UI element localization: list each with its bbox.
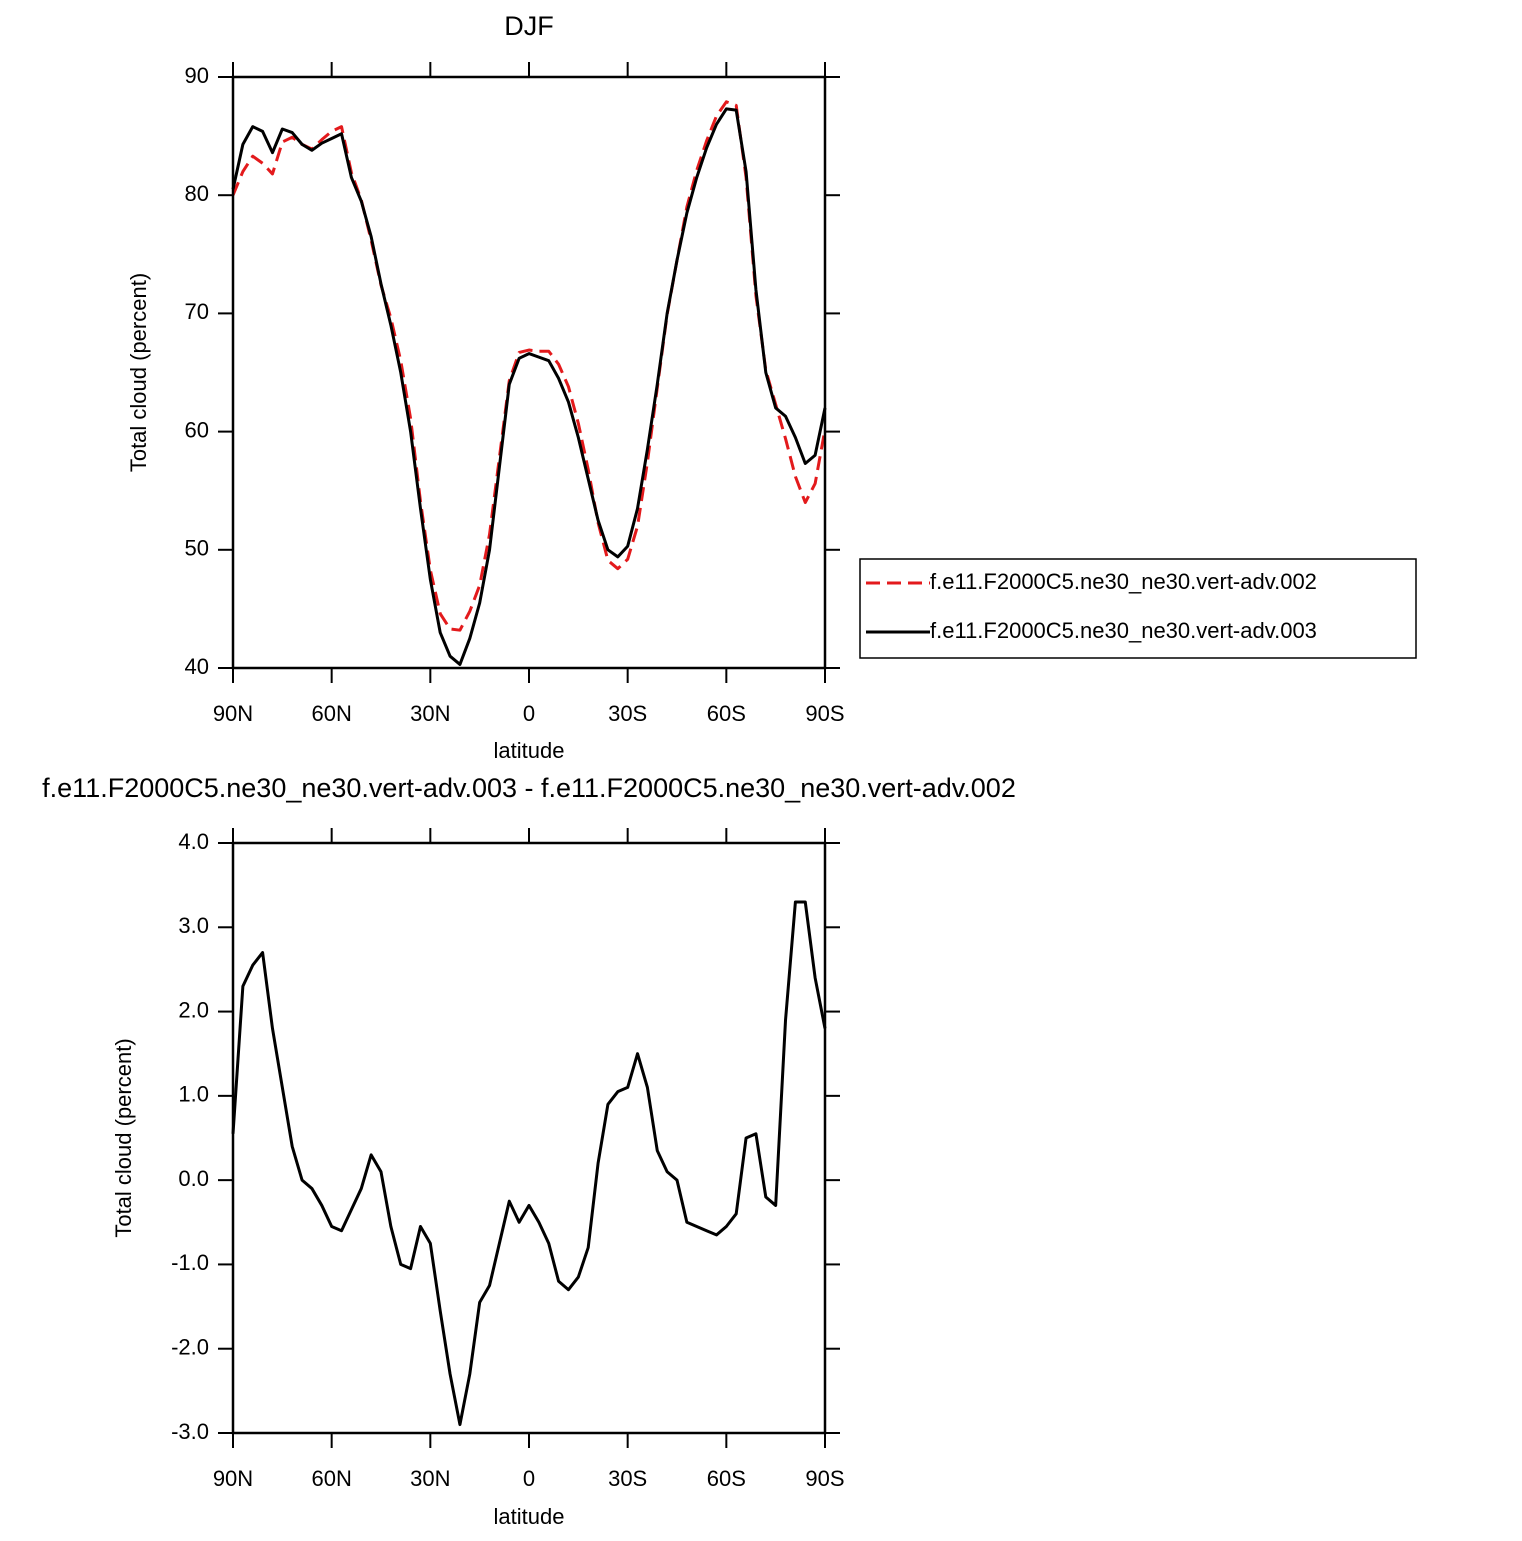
chart-title: DJF [504, 11, 554, 41]
x-tick-label: 0 [523, 1466, 535, 1491]
y-tick-label: 0.0 [178, 1166, 209, 1191]
data-line [231, 107, 827, 666]
y-tick-label: 60 [185, 417, 209, 442]
x-tick-label: 30S [608, 1466, 647, 1491]
y-tick-label: -2.0 [171, 1335, 209, 1360]
y-axis-label: Total cloud (percent) [111, 1038, 136, 1237]
x-tick-label: 60S [707, 701, 746, 726]
y-tick-label: 40 [185, 654, 209, 679]
plot-frame [231, 75, 827, 670]
x-tick-label: 90S [805, 701, 844, 726]
x-tick-label: 30S [608, 701, 647, 726]
y-tick-label: 90 [185, 63, 209, 88]
y-tick-label: -3.0 [171, 1419, 209, 1444]
x-tick-label: 0 [523, 701, 535, 726]
legend-label: f.e11.F2000C5.ne30_ne30.vert-adv.003 [930, 618, 1317, 643]
x-tick-label: 60N [311, 701, 351, 726]
x-tick-label: 90N [213, 701, 253, 726]
x-tick-label: 90N [213, 1466, 253, 1491]
plot-frame [231, 841, 827, 1435]
legend-box [859, 558, 1417, 659]
x-tick-label: 30N [410, 1466, 450, 1491]
y-tick-label: 2.0 [178, 997, 209, 1022]
y-tick-label: -1.0 [171, 1250, 209, 1275]
data-line [231, 100, 827, 632]
y-axis-label: Total cloud (percent) [126, 273, 151, 472]
x-tick-label: 90S [805, 1466, 844, 1491]
x-tick-label: 60N [311, 1466, 351, 1491]
x-tick-label: 60S [707, 1466, 746, 1491]
y-tick-label: 4.0 [178, 829, 209, 854]
data-line [231, 900, 827, 1427]
x-axis-label: latitude [494, 1504, 565, 1529]
y-tick-label: 70 [185, 299, 209, 324]
legend-label: f.e11.F2000C5.ne30_ne30.vert-adv.002 [930, 569, 1317, 594]
x-axis-label: latitude [494, 738, 565, 763]
x-tick-label: 30N [410, 701, 450, 726]
y-tick-label: 80 [185, 181, 209, 206]
y-tick-label: 50 [185, 536, 209, 561]
chart-title: f.e11.F2000C5.ne30_ne30.vert-adv.003 - f… [42, 773, 1016, 803]
y-tick-label: 1.0 [178, 1082, 209, 1107]
y-tick-label: 3.0 [178, 913, 209, 938]
